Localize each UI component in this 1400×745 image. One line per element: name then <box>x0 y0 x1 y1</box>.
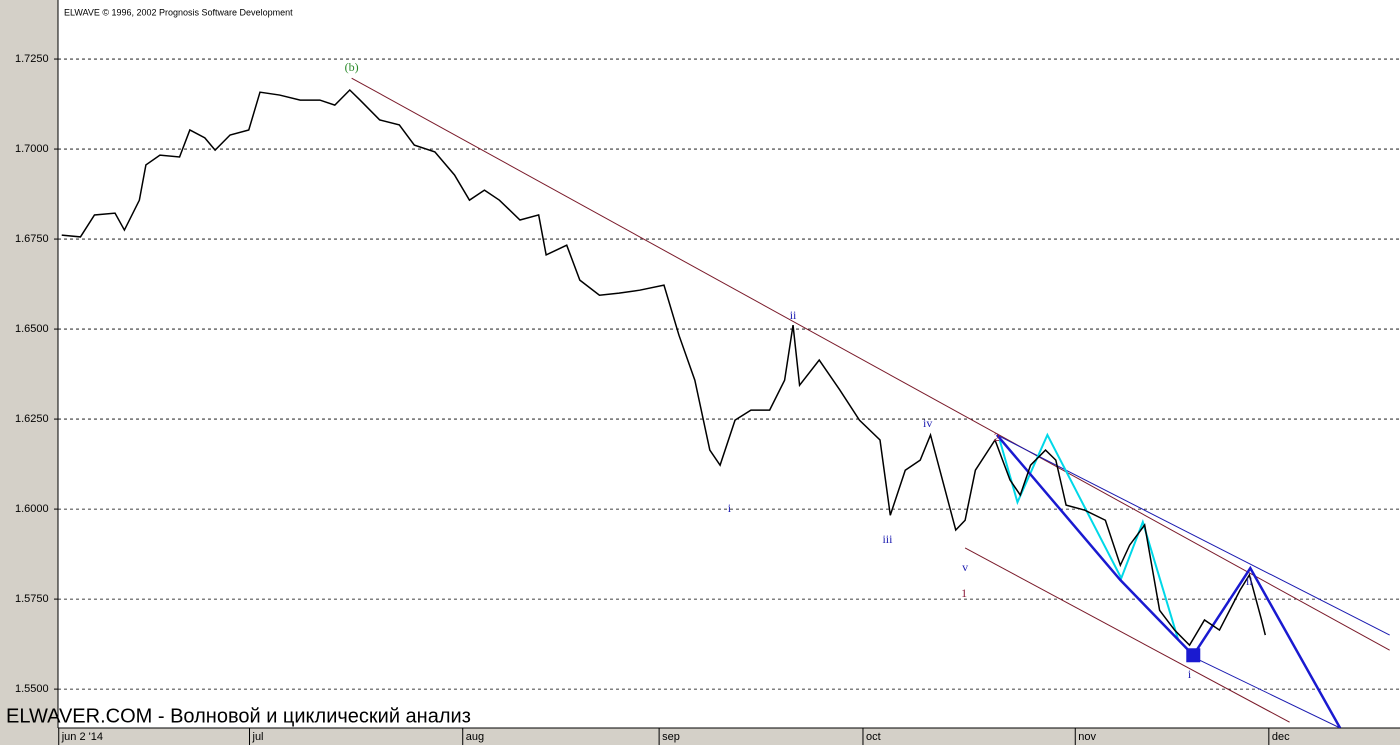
marker <box>1186 648 1201 663</box>
wave-label: i <box>728 501 732 515</box>
wave-label: 1 <box>961 586 967 600</box>
trend-line <box>964 547 1290 723</box>
x-tick-label: sep <box>662 731 680 743</box>
x-tick-label: jun 2 '14 <box>61 731 103 743</box>
wave-label: ii <box>790 308 797 322</box>
y-axis-panel <box>0 0 58 745</box>
wave-label: (b) <box>345 60 359 74</box>
y-tick-label: 1.6750 <box>15 233 49 245</box>
y-tick-label: 1.7250 <box>15 53 49 65</box>
plot-area <box>58 58 1400 728</box>
watermark: ELWAVER.COM - Волновой и циклический ана… <box>6 705 471 727</box>
chart-title: ELWAVE © 1996, 2002 Prognosis Software D… <box>64 7 293 17</box>
y-tick-label: 1.5750 <box>15 593 49 605</box>
x-tick-label: nov <box>1078 731 1096 743</box>
x-tick-label: jul <box>252 731 264 743</box>
trend-line <box>996 434 1390 636</box>
trend-line <box>351 77 1390 651</box>
wave-label: v <box>962 560 968 574</box>
wave-label: 2 <box>994 430 1000 444</box>
y-tick-label: 1.7000 <box>15 143 49 155</box>
wave-label: ii <box>1246 574 1253 588</box>
trend-line <box>1189 654 1341 728</box>
x-tick-label: aug <box>466 731 484 743</box>
wave-label: iii <box>882 532 893 546</box>
x-axis-panel <box>0 728 1400 745</box>
x-tick-label: dec <box>1272 731 1290 743</box>
y-tick-label: 1.6000 <box>15 503 49 515</box>
trend-line <box>998 432 1180 641</box>
wave-label: iv <box>923 416 932 430</box>
y-tick-label: 1.6250 <box>15 413 49 425</box>
price-line <box>61 88 1267 647</box>
wave-label: i <box>1188 667 1192 681</box>
y-tick-label: 1.6500 <box>15 323 49 335</box>
y-tick-label: 1.5500 <box>15 683 49 695</box>
x-tick-label: oct <box>866 731 881 743</box>
